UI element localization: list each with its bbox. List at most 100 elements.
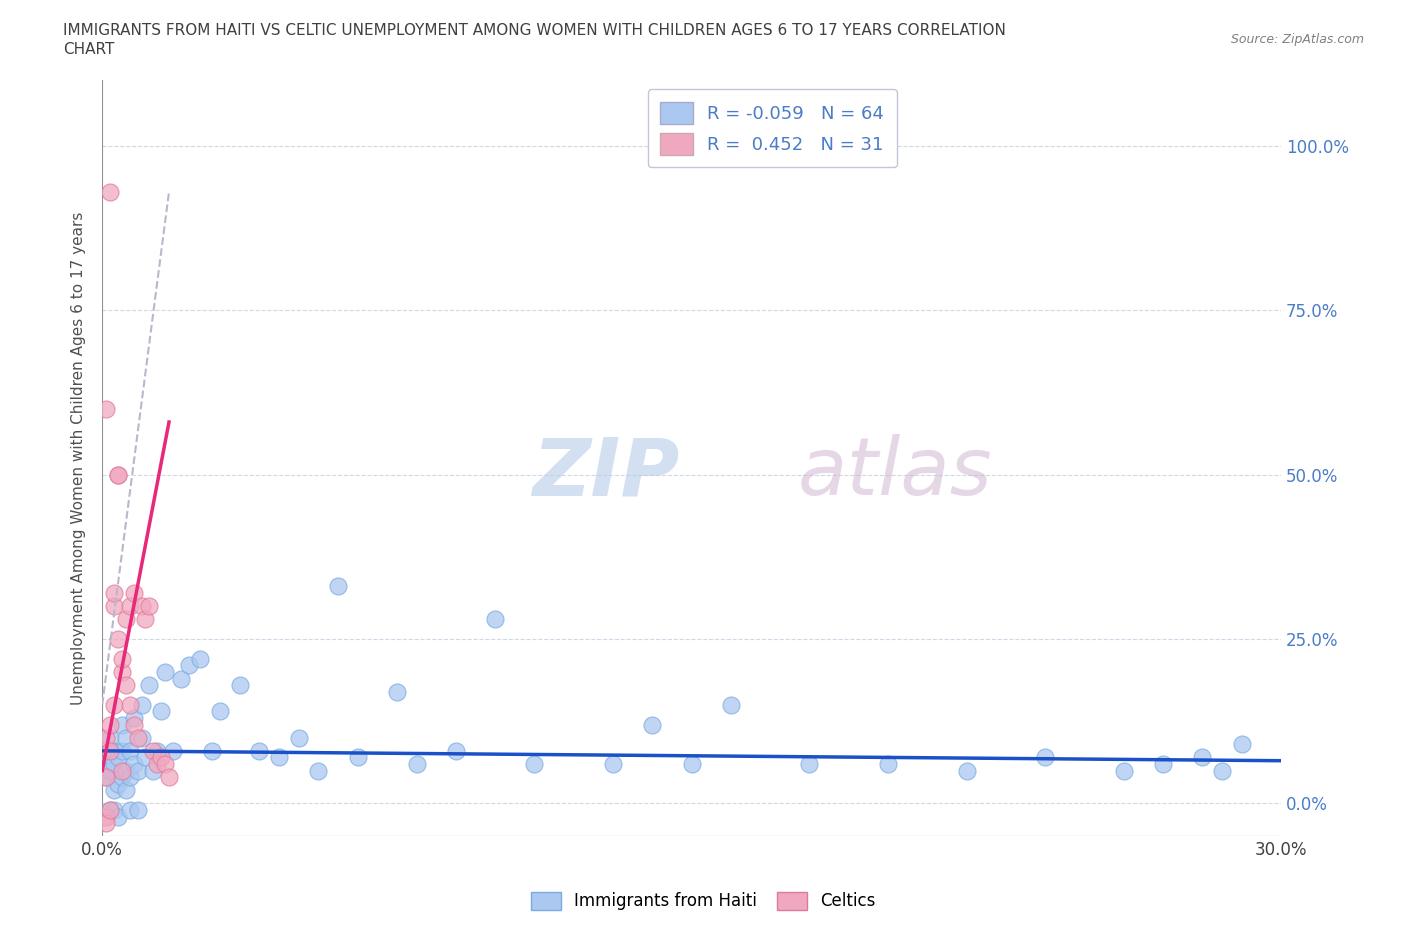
- Point: [111, 665, 134, 680]
- Point: [103, 698, 125, 712]
- Point: [681, 757, 703, 772]
- Point: [146, 743, 169, 758]
- Point: [103, 586, 125, 601]
- Text: ZIP: ZIP: [533, 434, 679, 512]
- Point: [146, 757, 169, 772]
- Y-axis label: Unemployment Among Women with Children Ages 6 to 17 years: Unemployment Among Women with Children A…: [72, 211, 86, 705]
- Point: [103, 803, 125, 817]
- Point: [107, 809, 129, 824]
- Point: [720, 698, 742, 712]
- Point: [131, 730, 153, 745]
- Point: [103, 783, 125, 798]
- Point: [877, 757, 900, 772]
- Point: [103, 599, 125, 614]
- Point: [122, 586, 145, 601]
- Point: [118, 803, 141, 817]
- Point: [111, 717, 134, 732]
- Point: [94, 730, 117, 745]
- Text: atlas: atlas: [797, 434, 993, 512]
- Point: [114, 783, 136, 798]
- Point: [405, 757, 427, 772]
- Point: [127, 730, 149, 745]
- Point: [157, 770, 180, 785]
- Point: [641, 717, 664, 732]
- Point: [170, 671, 193, 686]
- Point: [1230, 737, 1253, 751]
- Point: [98, 717, 121, 732]
- Point: [153, 665, 176, 680]
- Point: [98, 743, 121, 758]
- Point: [118, 743, 141, 758]
- Point: [602, 757, 624, 772]
- Point: [134, 612, 156, 627]
- Point: [1191, 750, 1213, 764]
- Point: [107, 777, 129, 791]
- Point: [385, 684, 408, 699]
- Point: [98, 803, 121, 817]
- Point: [138, 678, 160, 693]
- Point: [114, 730, 136, 745]
- Point: [122, 711, 145, 725]
- Point: [107, 750, 129, 764]
- Point: [162, 743, 184, 758]
- Point: [190, 651, 212, 666]
- Point: [107, 467, 129, 482]
- Point: [150, 704, 173, 719]
- Point: [229, 678, 252, 693]
- Point: [118, 770, 141, 785]
- Point: [267, 750, 290, 764]
- Point: [114, 678, 136, 693]
- Point: [307, 764, 329, 778]
- Point: [94, 816, 117, 830]
- Point: [111, 764, 134, 778]
- Point: [111, 770, 134, 785]
- Point: [131, 599, 153, 614]
- Point: [201, 743, 224, 758]
- Point: [956, 764, 979, 778]
- Point: [799, 757, 821, 772]
- Point: [326, 579, 349, 594]
- Point: [103, 757, 125, 772]
- Point: [134, 750, 156, 764]
- Point: [142, 764, 165, 778]
- Point: [111, 651, 134, 666]
- Point: [127, 764, 149, 778]
- Point: [98, 764, 121, 778]
- Point: [118, 599, 141, 614]
- Point: [94, 757, 117, 772]
- Point: [138, 599, 160, 614]
- Point: [150, 750, 173, 764]
- Point: [94, 402, 117, 417]
- Point: [103, 743, 125, 758]
- Point: [1033, 750, 1056, 764]
- Point: [94, 809, 117, 824]
- Point: [98, 730, 121, 745]
- Point: [107, 467, 129, 482]
- Point: [107, 631, 129, 646]
- Point: [98, 803, 121, 817]
- Point: [111, 743, 134, 758]
- Point: [346, 750, 368, 764]
- Point: [247, 743, 270, 758]
- Point: [287, 730, 309, 745]
- Point: [523, 757, 546, 772]
- Point: [153, 757, 176, 772]
- Point: [122, 757, 145, 772]
- Point: [177, 658, 200, 672]
- Point: [1152, 757, 1174, 772]
- Point: [142, 743, 165, 758]
- Point: [94, 770, 117, 785]
- Legend: R = -0.059   N = 64, R =  0.452   N = 31: R = -0.059 N = 64, R = 0.452 N = 31: [648, 89, 897, 167]
- Point: [127, 803, 149, 817]
- Point: [122, 717, 145, 732]
- Point: [209, 704, 232, 719]
- Legend: Immigrants from Haiti, Celtics: Immigrants from Haiti, Celtics: [524, 885, 882, 917]
- Point: [114, 612, 136, 627]
- Text: IMMIGRANTS FROM HAITI VS CELTIC UNEMPLOYMENT AMONG WOMEN WITH CHILDREN AGES 6 TO: IMMIGRANTS FROM HAITI VS CELTIC UNEMPLOY…: [63, 23, 1007, 38]
- Point: [118, 698, 141, 712]
- Point: [1112, 764, 1135, 778]
- Point: [94, 770, 117, 785]
- Point: [131, 698, 153, 712]
- Point: [484, 612, 506, 627]
- Point: [98, 184, 121, 199]
